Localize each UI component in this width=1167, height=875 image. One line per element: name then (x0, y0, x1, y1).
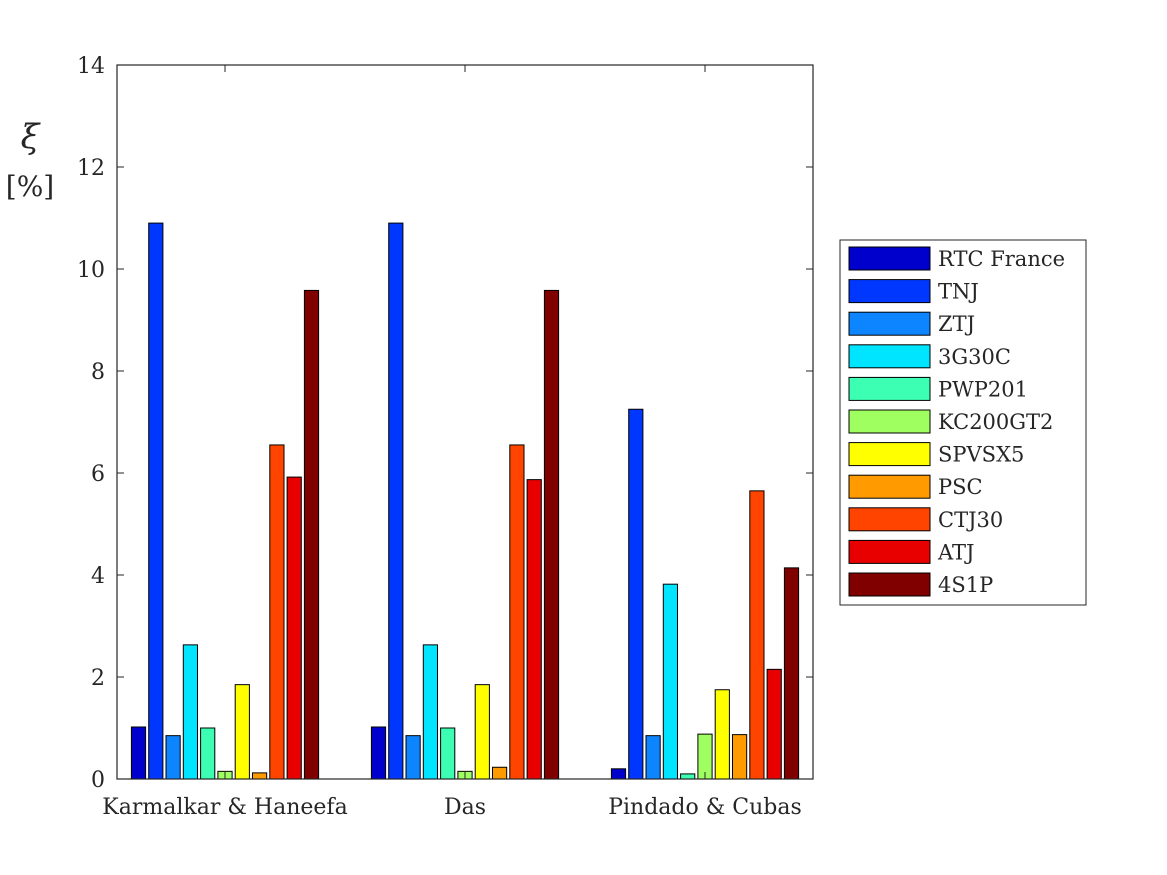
legend-swatch (848, 376, 931, 401)
bar (610, 768, 627, 780)
bar (783, 567, 800, 780)
y-tick-label: 4 (91, 564, 105, 589)
bar (492, 766, 508, 780)
bar (749, 490, 765, 780)
legend-swatch (848, 572, 931, 597)
bar (303, 289, 320, 780)
legend-swatch (848, 442, 931, 467)
y-tick-label: 0 (91, 768, 105, 793)
y-tick-label: 2 (91, 666, 105, 691)
legend-label: 4S1P (938, 573, 993, 597)
bar (732, 734, 748, 780)
bar (422, 644, 438, 780)
bar (182, 644, 199, 780)
legend-swatch (848, 344, 931, 369)
bar (165, 735, 181, 780)
bar (148, 222, 164, 780)
bar (405, 735, 421, 780)
y-tick-label: 6 (91, 462, 105, 487)
legend-label: CTJ30 (938, 508, 1003, 532)
bar (628, 408, 644, 780)
y-tick-label: 14 (77, 54, 105, 79)
x-tick-label: Karmalkar & Haneefa (102, 795, 347, 820)
legend-swatch (848, 246, 931, 271)
bar (388, 222, 404, 780)
x-tick-label: Das (444, 795, 486, 820)
x-tick-label: Pindado & Cubas (608, 795, 802, 820)
bar (714, 689, 730, 780)
legend: RTC France TNJ ZTJ 3G30C PWP201 KC200GT2 SPVSX… (839, 239, 1087, 606)
y-tick-label: 8 (91, 360, 105, 385)
y-axis-label-symbol: ξ (21, 117, 42, 157)
bar (370, 726, 387, 780)
legend-label: ZTJ (938, 312, 975, 336)
legend-label: ATJ (937, 540, 974, 564)
legend-label: KC200GT2 (938, 410, 1053, 434)
bar (269, 444, 285, 780)
y-axis-label-unit: [%] (6, 170, 54, 203)
legend-swatch (848, 409, 931, 434)
x-axis: Karmalkar & Haneefa Das Pindado & Cubas (102, 65, 802, 820)
legend-swatch (848, 311, 931, 336)
bar (526, 479, 542, 780)
bar (234, 684, 250, 780)
legend-swatch (848, 279, 931, 304)
bar (130, 726, 147, 780)
y-axis-label: ξ [%] (6, 117, 54, 203)
legend-label: PWP201 (938, 377, 1028, 401)
legend-label: PSC (938, 475, 983, 499)
bars-layer (130, 222, 800, 780)
y-axis: 0 2 4 6 8 10 12 14 (77, 54, 813, 793)
bar (440, 727, 456, 780)
bar (543, 289, 560, 780)
bar (509, 444, 525, 780)
bar (286, 476, 302, 780)
legend-label: RTC France (938, 247, 1065, 271)
legend-swatch (848, 474, 931, 499)
legend-swatch (848, 539, 931, 564)
bar (474, 684, 490, 780)
bar (766, 668, 782, 780)
bar (662, 583, 678, 780)
bar (680, 773, 696, 780)
legend-swatch (848, 507, 931, 532)
legend-label: SPVSX5 (938, 443, 1024, 467)
bar (252, 772, 268, 780)
legend-label: 3G30C (938, 345, 1011, 369)
bar (200, 727, 216, 780)
bar (645, 735, 661, 780)
legend-label: TNJ (938, 280, 979, 304)
y-tick-label: 10 (77, 258, 105, 283)
plot-area-border (116, 64, 814, 780)
y-tick-label: 12 (77, 156, 105, 181)
